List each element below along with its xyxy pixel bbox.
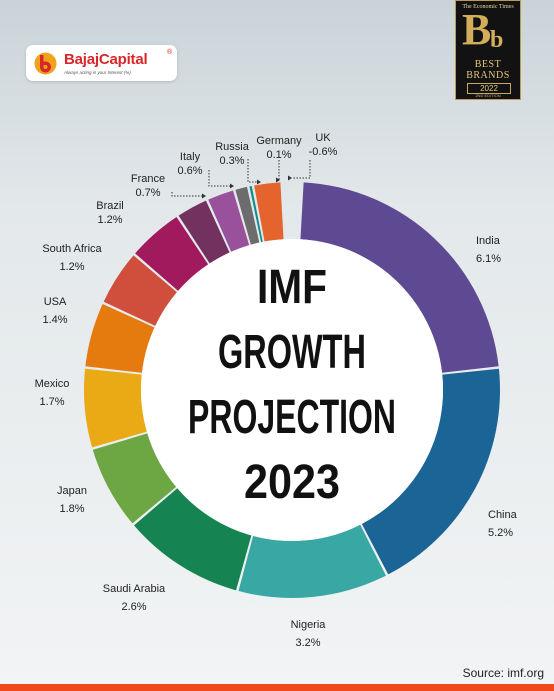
label-india: India [476, 235, 501, 247]
title-line-3: PROJECTION [188, 391, 396, 444]
award-line-best: BEST [474, 59, 502, 70]
leader-arrow-russia [257, 179, 261, 185]
value-brazil: 1.2% [97, 214, 122, 226]
source-note: Source: imf.org [462, 666, 544, 680]
award-edition: 2ND EDITION [475, 93, 501, 98]
footer-accent-bar [0, 684, 554, 691]
best-brands-award-badge: The Economic Times B b BEST BRANDS 2022 … [455, 0, 521, 100]
value-france: 0.7% [135, 187, 160, 199]
value-uk: -0.6% [309, 146, 338, 158]
label-mexico: Mexico [35, 378, 70, 390]
slice-nigeria [238, 524, 386, 598]
label-usa: USA [44, 296, 67, 308]
brand-logo: BajajCapital ® Always acting in your Int… [26, 45, 177, 81]
donut-slices [84, 182, 500, 598]
label-uk: UK [315, 132, 331, 144]
chart-title: IMF GROWTH PROJECTION 2023 [188, 261, 396, 509]
value-saudi-arabia: 2.6% [121, 601, 146, 613]
label-south-africa: South Africa [42, 243, 102, 255]
label-russia: Russia [215, 141, 250, 153]
award-letter-small: b [490, 27, 504, 53]
value-china: 5.2% [488, 527, 513, 539]
slice-labels: India 6.1% China 5.2% Nigeria 3.2% Saudi Arabi… [35, 132, 518, 649]
slice-usa [85, 303, 155, 373]
value-russia: 0.3% [219, 155, 244, 167]
brand-tagline: Always acting in your Interest (%) [64, 70, 131, 75]
label-saudi-arabia: Saudi Arabia [103, 583, 166, 595]
leader-russia [247, 159, 261, 183]
donut-hole [141, 239, 443, 541]
title-line-1: IMF [257, 261, 327, 314]
slice-saudi-arabia [134, 488, 252, 591]
award-year: 2022 [467, 83, 511, 94]
slice-south-africa [103, 255, 177, 326]
leader-france [171, 192, 206, 197]
leader-arrow-uk [288, 175, 292, 181]
value-mexico: 1.7% [39, 396, 64, 408]
brand-name: BajajCapital [64, 51, 148, 68]
value-italy: 0.6% [177, 165, 202, 177]
brand-registered-mark: ® [167, 49, 173, 56]
leader-arrow-france [202, 193, 206, 199]
slice-india [300, 182, 499, 373]
slice-japan [92, 433, 177, 524]
value-usa: 1.4% [42, 314, 67, 326]
value-germany: 0.1% [266, 149, 291, 161]
slice-china [361, 368, 500, 575]
label-nigeria: Nigeria [291, 619, 327, 631]
leader-germany [278, 160, 280, 181]
title-line-4: 2023 [244, 456, 340, 509]
slice-brazil [135, 217, 209, 291]
award-letter-big: B [462, 5, 492, 54]
award-line-brands: BRANDS [466, 70, 510, 81]
value-south-africa: 1.2% [59, 261, 84, 273]
value-japan: 1.8% [59, 503, 84, 515]
label-brazil: Brazil [96, 200, 124, 212]
slice-uk [254, 182, 284, 242]
slice-russia [235, 186, 260, 245]
label-china: China [488, 509, 518, 521]
leader-arrow-italy [230, 183, 234, 189]
slice-germany [249, 185, 263, 243]
value-nigeria: 3.2% [295, 637, 320, 649]
label-leader-lines [171, 159, 311, 199]
slice-mexico [84, 368, 147, 448]
leader-uk [292, 160, 311, 179]
label-italy: Italy [180, 151, 201, 163]
label-germany: Germany [256, 135, 302, 147]
label-france: France [131, 173, 165, 185]
slice-france [178, 200, 230, 264]
label-japan: Japan [57, 485, 87, 497]
award-publication: The Economic Times [462, 4, 514, 10]
title-line-2: GROWTH [218, 326, 366, 379]
leader-italy [208, 170, 234, 187]
slice-italy [208, 190, 250, 252]
leader-arrow-germany [276, 177, 280, 183]
brand-logo-icon [34, 52, 57, 75]
value-india: 6.1% [476, 253, 501, 265]
